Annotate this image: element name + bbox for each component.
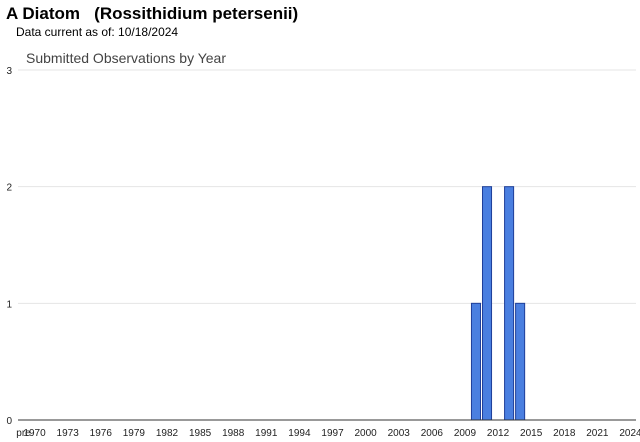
x-tick-label-1997: 1997 <box>321 428 344 439</box>
x-tick-label-1973: 1973 <box>57 428 80 439</box>
x-tick-label-2021: 2021 <box>586 428 609 439</box>
grid-lines <box>18 69 636 304</box>
x-tick-label-2006: 2006 <box>421 428 444 439</box>
x-tick-label-1979: 1979 <box>123 428 146 439</box>
x-tick-label-1988: 1988 <box>222 428 245 439</box>
x-tick-label-2009: 2009 <box>454 428 477 439</box>
x-tick-label-2012: 2012 <box>487 428 510 439</box>
chart-title: Submitted Observations by Year <box>26 50 226 66</box>
y-tick-label: 2 <box>6 183 12 194</box>
x-tick-label-pre: pre <box>16 428 31 439</box>
data-current-label: Data current as of: 10/18/2024 <box>16 25 179 39</box>
y-tick-label: 1 <box>6 299 12 310</box>
y-axis-ticks: 0 1 2 3 <box>6 66 12 427</box>
x-tick-label-2003: 2003 <box>388 428 411 439</box>
bar-2013 <box>504 186 515 421</box>
bar-2010 <box>470 302 482 421</box>
x-tick-label-2000: 2000 <box>355 428 378 439</box>
x-tick-label-1994: 1994 <box>288 428 311 439</box>
x-tick-label-1982: 1982 <box>156 428 179 439</box>
x-tick-label-2018: 2018 <box>553 428 576 439</box>
page-title: A Diatom (Rossithidium petersenii) <box>6 4 299 23</box>
x-tick-label-1976: 1976 <box>90 428 113 439</box>
y-tick-label: 0 <box>6 416 12 427</box>
x-tick-label-1970: 1970 <box>23 428 46 439</box>
x-tick-label-2024: 2024 <box>619 428 640 439</box>
x-tick-label-1985: 1985 <box>189 428 212 439</box>
bar-2011 <box>481 186 493 421</box>
y-tick-label: 3 <box>6 66 12 77</box>
x-tick-label-1991: 1991 <box>255 428 278 439</box>
bar-2014 <box>515 302 526 421</box>
x-tick-label-2015: 2015 <box>520 428 543 439</box>
